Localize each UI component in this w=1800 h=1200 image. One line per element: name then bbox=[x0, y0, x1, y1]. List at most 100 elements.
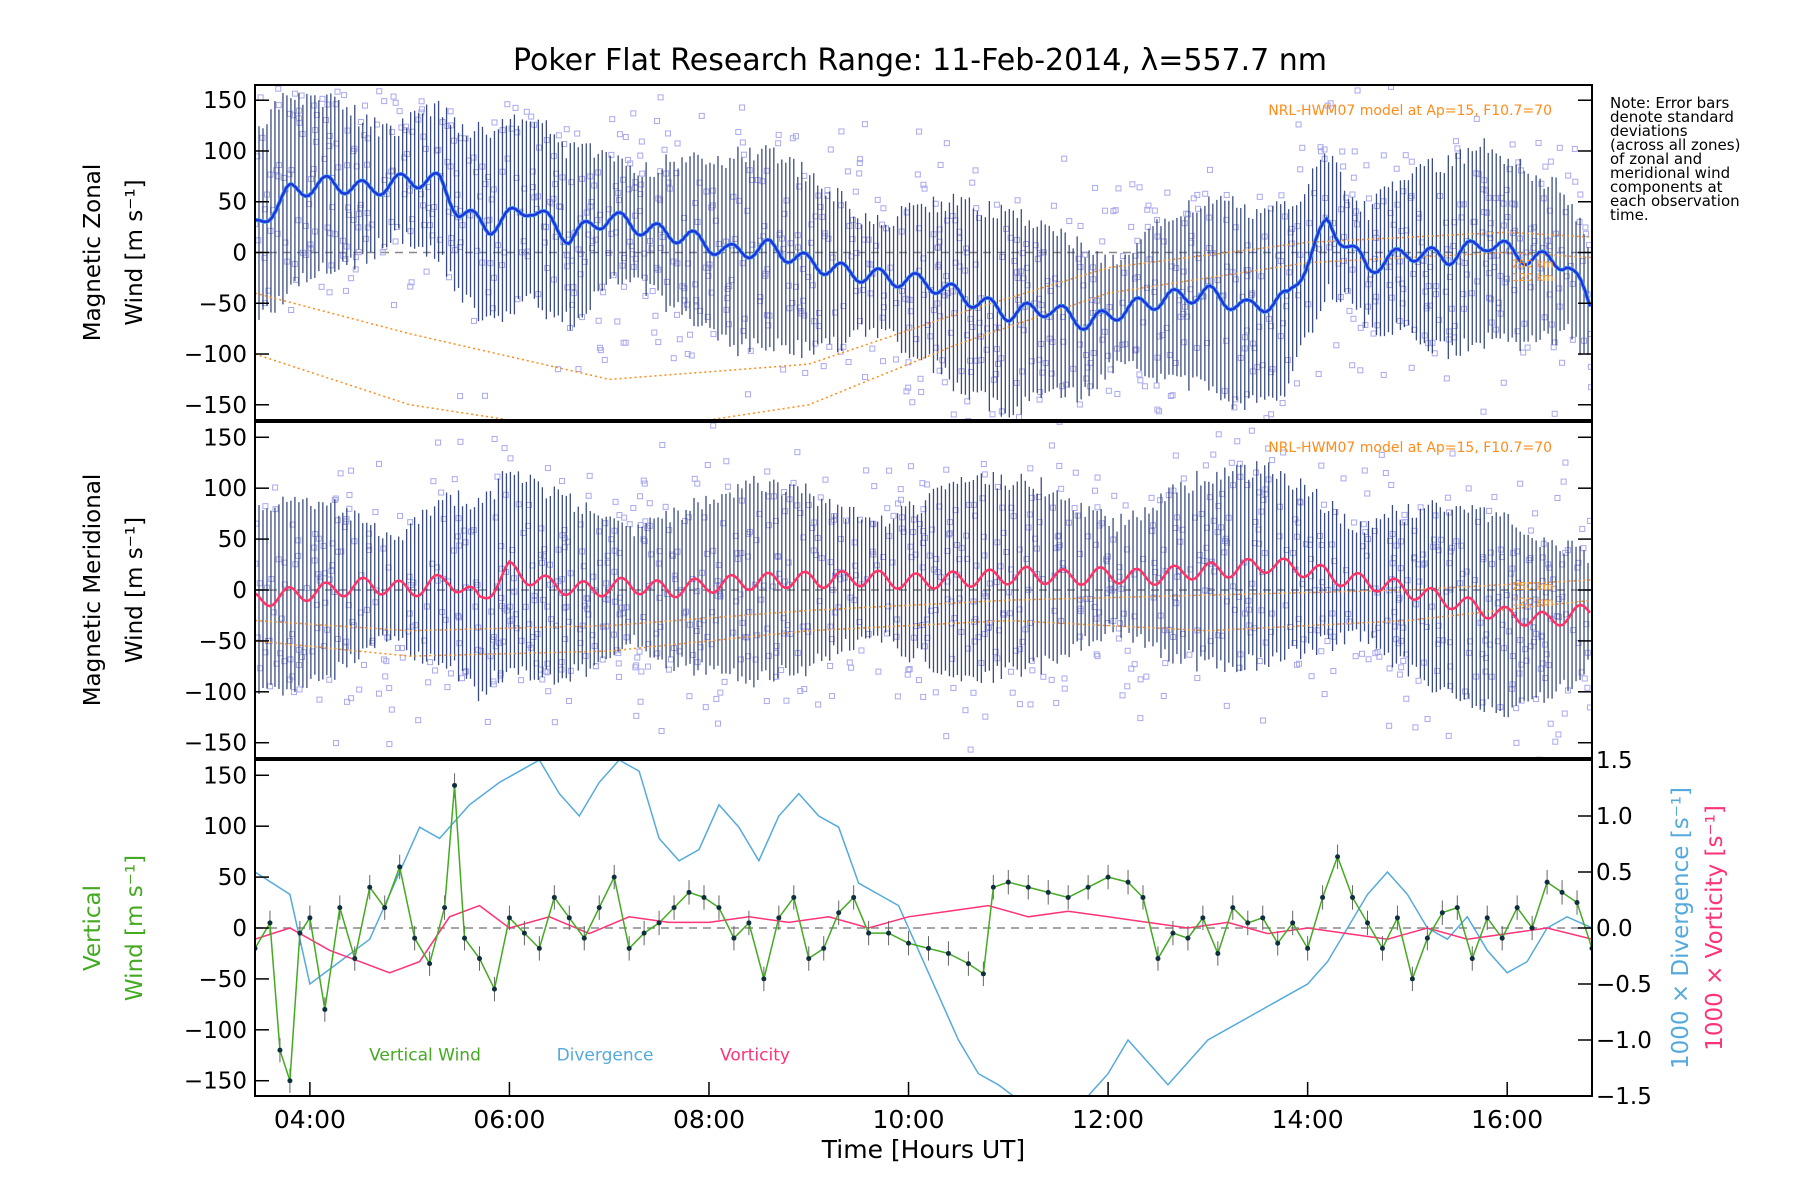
vertical-wind-point bbox=[686, 889, 692, 895]
scatter-point bbox=[989, 411, 996, 418]
scatter-point bbox=[1580, 545, 1587, 552]
scatter-point bbox=[662, 503, 669, 510]
scatter-point bbox=[1580, 452, 1585, 457]
scatter-point bbox=[1019, 638, 1026, 645]
scatter-point bbox=[574, 130, 581, 137]
scatter-point bbox=[815, 323, 822, 330]
scatter-point bbox=[1516, 670, 1523, 677]
scatter-point bbox=[666, 527, 673, 534]
scatter-point bbox=[1016, 701, 1023, 708]
scatter-point bbox=[389, 128, 396, 135]
scatter-point bbox=[375, 460, 382, 467]
scatter-point bbox=[644, 663, 651, 670]
scatter-point bbox=[875, 668, 882, 675]
scatter-point bbox=[488, 608, 495, 615]
scatter-point bbox=[766, 493, 773, 500]
scatter-point bbox=[950, 684, 957, 691]
scatter-point bbox=[456, 640, 463, 647]
scatter-point bbox=[1577, 191, 1584, 198]
scatter-point bbox=[1401, 511, 1408, 518]
scatter-point bbox=[964, 398, 971, 405]
scatter-point bbox=[457, 438, 464, 445]
scatter-point bbox=[303, 251, 310, 258]
vertical-wind-point bbox=[1484, 915, 1490, 921]
scatter-point bbox=[694, 480, 701, 487]
scatter-point bbox=[867, 290, 874, 297]
scatter-point bbox=[981, 631, 988, 638]
scatter-point bbox=[392, 238, 399, 245]
scatter-point bbox=[1351, 148, 1358, 155]
scatter-point bbox=[1350, 174, 1357, 181]
scatter-point bbox=[1115, 185, 1122, 192]
scatter-point bbox=[322, 41, 327, 46]
scatter-point bbox=[1317, 148, 1324, 155]
scatter-point bbox=[620, 176, 627, 183]
scatter-point bbox=[684, 351, 691, 358]
scatter-point bbox=[418, 109, 425, 116]
model-height-label: 250 km bbox=[1512, 580, 1554, 593]
scatter-point bbox=[348, 695, 355, 702]
scatter-point bbox=[646, 583, 653, 590]
scatter-point bbox=[969, 179, 976, 186]
scatter-point bbox=[341, 92, 348, 99]
scatter-point bbox=[633, 662, 640, 669]
scatter-point bbox=[1458, 542, 1465, 549]
scatter-point bbox=[1358, 650, 1365, 657]
scatter-point bbox=[1581, 675, 1588, 682]
y-axis-title-line2: Wind [m s⁻¹] bbox=[122, 855, 148, 1001]
scatter-point bbox=[676, 336, 683, 343]
scatter-point bbox=[1061, 685, 1068, 692]
scatter-point bbox=[1150, 594, 1157, 601]
scatter-point bbox=[1444, 494, 1451, 501]
scatter-point bbox=[1105, 352, 1112, 359]
scatter-point bbox=[1398, 619, 1405, 626]
scatter-point bbox=[498, 594, 505, 601]
scatter-point bbox=[427, 659, 434, 666]
scatter-point bbox=[1351, 519, 1358, 526]
scatter-point bbox=[670, 355, 677, 362]
scatter-point bbox=[890, 512, 897, 519]
scatter-point bbox=[547, 616, 554, 623]
scatter-point bbox=[1194, 675, 1201, 682]
y2-tick-label: 0.5 bbox=[1596, 860, 1633, 886]
scatter-point bbox=[1040, 673, 1047, 680]
scatter-point bbox=[1398, 664, 1405, 671]
scatter-point bbox=[1473, 115, 1480, 122]
scatter-point bbox=[1318, 542, 1325, 549]
scatter-point bbox=[624, 156, 631, 163]
scatter-point bbox=[637, 698, 644, 705]
scatter-point bbox=[633, 712, 640, 719]
scatter-point bbox=[1362, 529, 1369, 536]
vertical-wind-point bbox=[1105, 874, 1111, 880]
scatter-point bbox=[1312, 408, 1317, 413]
scatter-point bbox=[1408, 364, 1415, 371]
vertical-wind-point bbox=[1185, 935, 1191, 941]
scatter-point bbox=[1166, 352, 1173, 359]
scatter-point bbox=[326, 676, 333, 683]
scatter-point bbox=[1402, 152, 1409, 159]
scatter-point bbox=[1386, 665, 1393, 672]
scatter-point bbox=[636, 648, 643, 655]
scatter-point bbox=[846, 659, 853, 666]
scatter-point bbox=[616, 512, 623, 519]
scatter-point bbox=[943, 140, 950, 147]
scatter-point bbox=[1094, 504, 1101, 511]
vertical-wind-point bbox=[462, 935, 468, 941]
scatter-point bbox=[827, 623, 834, 630]
scatter-point bbox=[1415, 677, 1422, 684]
scatter-point bbox=[1540, 554, 1547, 561]
scatter-point bbox=[1234, 438, 1241, 445]
scatter-point bbox=[745, 391, 752, 398]
scatter-point bbox=[765, 652, 772, 659]
scatter-point bbox=[822, 476, 829, 483]
scatter-point bbox=[564, 263, 571, 270]
scatter-point bbox=[1486, 507, 1493, 514]
scatter-point bbox=[1500, 379, 1507, 386]
scatter-point bbox=[1571, 145, 1578, 152]
scatter-point bbox=[326, 576, 333, 583]
scatter-point bbox=[458, 675, 465, 682]
scatter-point bbox=[1509, 141, 1516, 148]
scatter-point bbox=[715, 562, 722, 569]
scatter-point bbox=[1387, 85, 1394, 90]
scatter-point bbox=[342, 287, 349, 294]
